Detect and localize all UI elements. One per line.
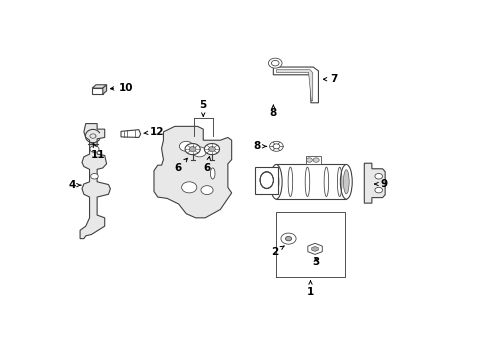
Polygon shape — [307, 243, 322, 255]
Polygon shape — [102, 85, 106, 94]
Polygon shape — [208, 147, 215, 152]
Text: 11: 11 — [91, 144, 105, 159]
Polygon shape — [92, 85, 106, 88]
Polygon shape — [273, 67, 318, 103]
Circle shape — [374, 187, 382, 193]
Text: 7: 7 — [323, 74, 337, 84]
Text: 10: 10 — [110, 82, 133, 93]
Ellipse shape — [270, 165, 282, 199]
Ellipse shape — [273, 170, 279, 194]
Circle shape — [271, 60, 279, 66]
Bar — [276, 165, 346, 199]
Polygon shape — [80, 123, 110, 239]
Polygon shape — [92, 88, 102, 94]
Polygon shape — [184, 144, 200, 155]
Circle shape — [285, 237, 291, 241]
Polygon shape — [154, 126, 231, 218]
Circle shape — [90, 146, 99, 152]
Text: 8: 8 — [253, 141, 266, 151]
Text: 4: 4 — [68, 180, 81, 190]
Circle shape — [305, 158, 312, 162]
Circle shape — [280, 233, 295, 244]
Circle shape — [272, 144, 279, 149]
Polygon shape — [204, 144, 219, 155]
Text: 5: 5 — [199, 100, 206, 116]
Polygon shape — [276, 70, 312, 101]
Text: 3: 3 — [311, 257, 319, 267]
Text: 12: 12 — [143, 127, 163, 137]
Bar — [255, 167, 278, 194]
Circle shape — [312, 158, 319, 162]
Polygon shape — [364, 163, 385, 203]
Polygon shape — [311, 246, 318, 251]
Circle shape — [374, 174, 382, 179]
Ellipse shape — [340, 165, 351, 199]
Circle shape — [269, 141, 283, 151]
Text: 6: 6 — [203, 157, 210, 174]
Circle shape — [268, 58, 282, 68]
Circle shape — [201, 186, 213, 194]
Ellipse shape — [210, 168, 215, 179]
Text: 6: 6 — [174, 158, 187, 174]
Text: 2: 2 — [271, 246, 284, 257]
Circle shape — [179, 141, 193, 151]
Polygon shape — [189, 147, 196, 152]
Circle shape — [181, 182, 196, 193]
Text: 9: 9 — [374, 179, 387, 189]
Text: 1: 1 — [306, 281, 313, 297]
Text: 8: 8 — [269, 105, 276, 118]
Ellipse shape — [343, 170, 348, 194]
Bar — [305, 156, 320, 165]
Circle shape — [192, 147, 206, 157]
Circle shape — [90, 174, 98, 179]
Polygon shape — [121, 130, 141, 138]
